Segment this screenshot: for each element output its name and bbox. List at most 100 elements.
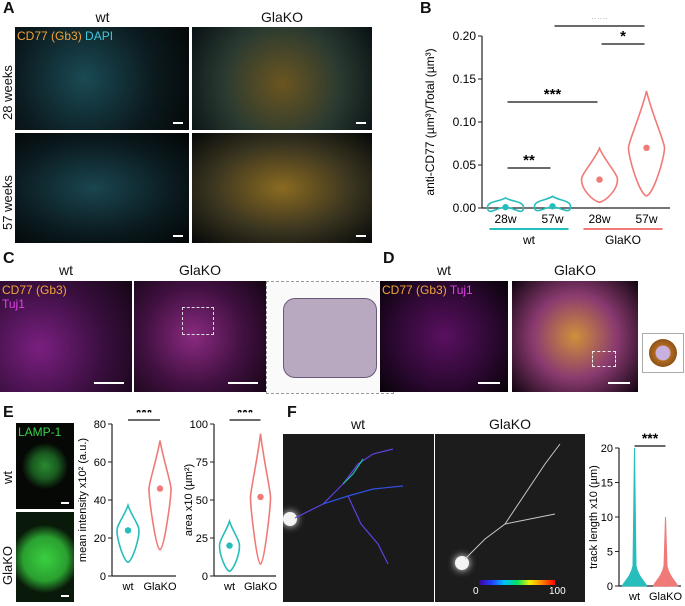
violin-2 [580, 146, 619, 204]
neuron-soma [283, 512, 297, 526]
micrograph-a-ko-28w [192, 27, 372, 130]
neuron-reconstruction [283, 298, 377, 378]
scale-bar [173, 235, 183, 237]
zoom-box [182, 307, 214, 335]
x-tick-label: wt [223, 581, 235, 593]
scale-bar [173, 122, 183, 124]
scale-bar [356, 122, 366, 124]
chart-e2: 0 25 50 75 100 area x10 (µm²) wt GlaKO *** [183, 410, 277, 593]
panel-label-b: B [420, 0, 432, 17]
stain-lamp1: LAMP-1 [18, 425, 62, 439]
panel-a-stain-legend: CD77 (Gb3) DAPI [17, 29, 113, 43]
scale-bar [61, 595, 69, 597]
scale-bar [608, 382, 630, 384]
micrograph-e-glako [16, 512, 74, 602]
y-tick-label: 20 [94, 533, 106, 545]
stain-cd77: CD77 (Gb3) [382, 283, 447, 297]
micrograph-c-glako [134, 281, 266, 392]
neurite-tracks [294, 448, 404, 565]
y-tick-label: 80 [94, 419, 106, 431]
inset-neuron [642, 333, 684, 373]
mean-point-3 [643, 144, 650, 151]
y-tick-label: 0.15 [453, 72, 477, 86]
y-tick-label: 0.00 [453, 201, 477, 215]
y-tick-label: 5 [607, 547, 613, 559]
significance-label: *** [642, 430, 659, 446]
mean-point-0 [502, 203, 509, 211]
panel-f-col-glako: GlaKO [488, 416, 531, 432]
row-label-57-weeks: 57 weeks [0, 175, 15, 230]
y-tick-label: 40 [94, 495, 106, 507]
significance-label: *** [591, 18, 609, 27]
panel-a-col-wt: wt [95, 9, 110, 25]
micrograph-e-wt [16, 423, 74, 509]
mean-point-1 [257, 493, 264, 501]
panel-d-stain-legend: CD77 (Gb3) Tuj1 [382, 283, 473, 297]
y-tick-label: 0.10 [453, 115, 477, 129]
stain-cd77: CD77 (Gb3) [2, 283, 67, 297]
mean-point-1 [549, 203, 556, 210]
stain-cd77: CD77 (Gb3) [17, 29, 82, 43]
violin-1 [652, 516, 679, 587]
y-tick-label: 10 [601, 512, 613, 524]
violin-1 [148, 440, 172, 551]
inset-3d-reconstruction [266, 281, 394, 394]
y-tick-label: 0 [607, 581, 613, 593]
violin-3 [627, 90, 666, 197]
x-tick-label: GlaKO [244, 581, 277, 593]
stain-tuj1: Tuj1 [449, 283, 473, 297]
y-axis-label: area x10 (µm²) [183, 464, 195, 536]
significance-label: *** [544, 86, 562, 103]
mean-point-0 [631, 580, 638, 587]
y-tick-label: 15 [601, 478, 613, 490]
group-label: GlaKO [605, 233, 641, 247]
violin-0 [621, 447, 648, 587]
colorbar-max: 100 [549, 586, 566, 597]
x-tick-label: GlaKO [649, 591, 682, 603]
stain-dapi: DAPI [85, 29, 114, 43]
micrograph-f-glako: 0 100 [435, 434, 585, 602]
violin-0 [218, 518, 241, 573]
violin-0 [116, 502, 140, 564]
zoom-box [592, 351, 616, 367]
panel-d-col-wt: wt [437, 262, 451, 278]
x-tick-label: GlaKO [143, 581, 176, 593]
panel-label-f: F [287, 404, 297, 421]
micrograph-a-ko-57w [192, 133, 372, 243]
micrograph-d-glako [512, 281, 638, 392]
micrograph-a-wt-57w [15, 133, 189, 243]
scale-bar [478, 382, 500, 384]
y-tick-label: 75 [196, 457, 208, 469]
panel-d-col-glako: GlaKO [553, 262, 596, 278]
scale-bar [228, 382, 258, 384]
panel-c-col-glako: GlaKO [178, 262, 221, 278]
micrograph-a-wt-28w [15, 27, 189, 130]
chart-e1: 0 20 40 60 80 mean intensity x10² (a.u.) wt Gla… [77, 410, 177, 593]
scale-bar [356, 235, 366, 237]
y-tick-label: 0 [202, 571, 208, 583]
x-tick-label: wt [122, 581, 134, 593]
y-tick-label: 100 [190, 419, 208, 431]
row-label-28-weeks: 28 weeks [0, 65, 15, 120]
panel-c-stain-legend: CD77 (Gb3) Tuj1 [2, 283, 67, 311]
panel-f-col-wt: wt [351, 416, 365, 432]
colorbar-min: 0 [473, 586, 479, 597]
y-tick-label: 60 [94, 457, 106, 469]
significance-label: *** [136, 410, 153, 420]
y-tick-label: 20 [601, 443, 613, 455]
x-tick-label: 57w [541, 212, 563, 226]
mean-point-0 [124, 527, 132, 534]
x-tick-label: 28w [494, 212, 516, 226]
y-tick-label: 0.05 [453, 158, 477, 172]
significance-label: *** [237, 410, 254, 420]
x-tick-label: wt [628, 591, 640, 603]
scale-bar [61, 502, 69, 504]
x-tick-label: 57w [635, 212, 657, 226]
mean-point-1 [156, 485, 164, 492]
y-tick-label: 0 [100, 571, 106, 583]
neurite-tracks [464, 443, 561, 560]
row-label-glako: GlaKO [0, 545, 15, 585]
chart-b: 0.00 0.05 0.10 0.15 0.20 anti-CD77 (µm³)/Tota… [423, 18, 670, 247]
group-label: wt [522, 233, 536, 247]
